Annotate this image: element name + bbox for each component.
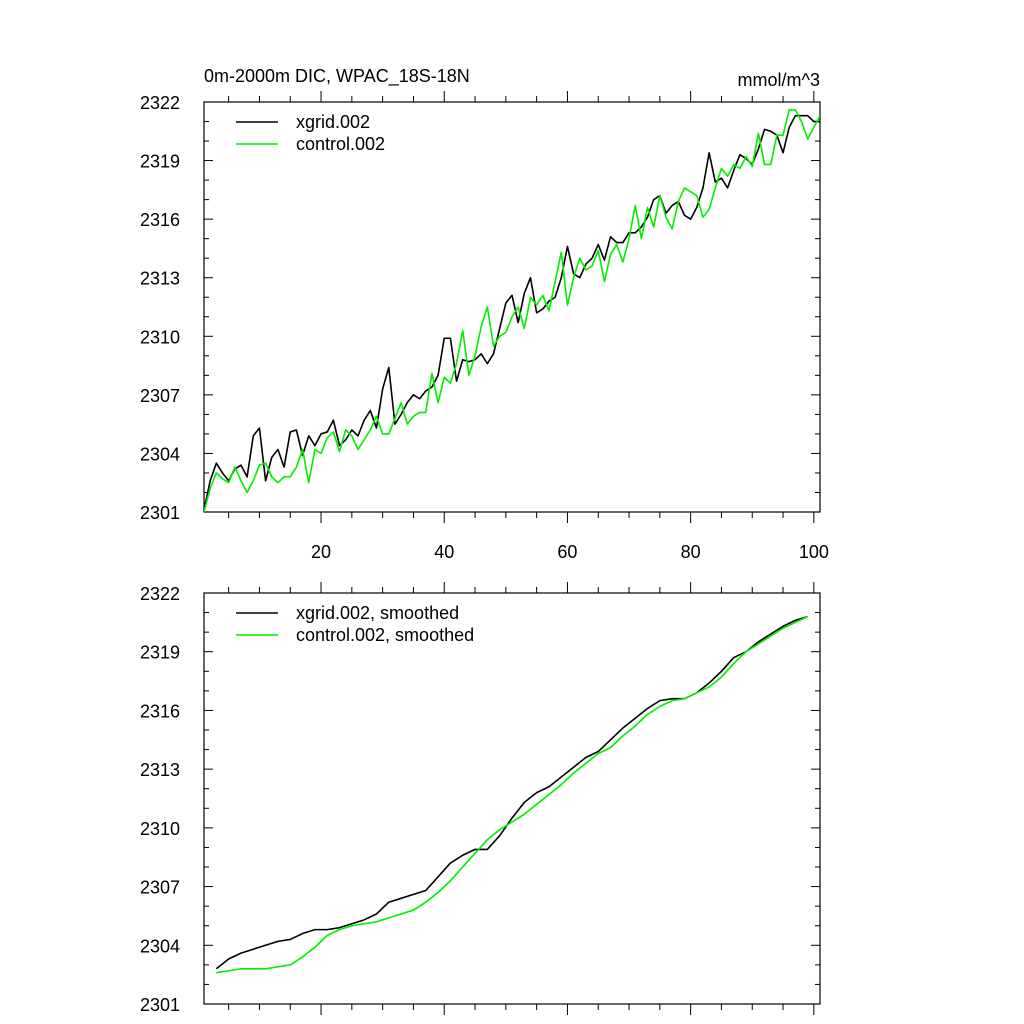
x-tick-label: 80 bbox=[681, 542, 701, 562]
y-tick-label: 2316 bbox=[140, 701, 180, 721]
y-tick-label: 2307 bbox=[140, 386, 180, 406]
plot-frame bbox=[203, 592, 821, 1005]
plot-frame bbox=[203, 101, 821, 513]
series-line-xgrid bbox=[215, 615, 808, 970]
legend-label: control.002 bbox=[296, 134, 385, 154]
x-tick-label: 60 bbox=[557, 542, 577, 562]
y-tick-label: 2322 bbox=[140, 584, 180, 604]
top-panel: 2301 2304 2307 2310 2313 2316 2319 2322 20 40 60 80… bbox=[140, 91, 829, 562]
y-tick-label: 2307 bbox=[140, 878, 180, 898]
chart-title: 0m-2000m DIC, WPAC_18S-18N bbox=[204, 66, 470, 87]
y-tick-label: 2313 bbox=[140, 269, 180, 289]
legend-label: xgrid.002, smoothed bbox=[296, 603, 459, 623]
x-tick-label: 100 bbox=[799, 542, 829, 562]
y-tick-label: 2304 bbox=[140, 936, 180, 956]
y-tick-label: 2304 bbox=[140, 444, 180, 464]
series-line-control bbox=[216, 615, 809, 974]
legend-label: control.002, smoothed bbox=[296, 625, 474, 645]
y-tick-label: 2301 bbox=[140, 995, 180, 1015]
x-tick-label: 20 bbox=[311, 542, 331, 562]
y-tick-label: 2301 bbox=[140, 503, 180, 523]
bottom-panel: 2301 2304 2307 2310 2313 2316 2319 2322 xgrid.00… bbox=[140, 582, 821, 1015]
units-label: mmol/m^3 bbox=[738, 70, 820, 90]
y-tick-label: 2319 bbox=[140, 152, 180, 172]
legend-label: xgrid.002 bbox=[296, 112, 370, 132]
x-tick-label: 40 bbox=[434, 542, 454, 562]
series-line-control bbox=[204, 109, 820, 512]
y-tick-label: 2322 bbox=[140, 93, 180, 113]
y-tick-label: 2316 bbox=[140, 210, 180, 230]
y-tick-label: 2310 bbox=[140, 327, 180, 347]
y-tick-label: 2310 bbox=[140, 819, 180, 839]
y-tick-label: 2319 bbox=[140, 643, 180, 663]
y-tick-label: 2313 bbox=[140, 760, 180, 780]
